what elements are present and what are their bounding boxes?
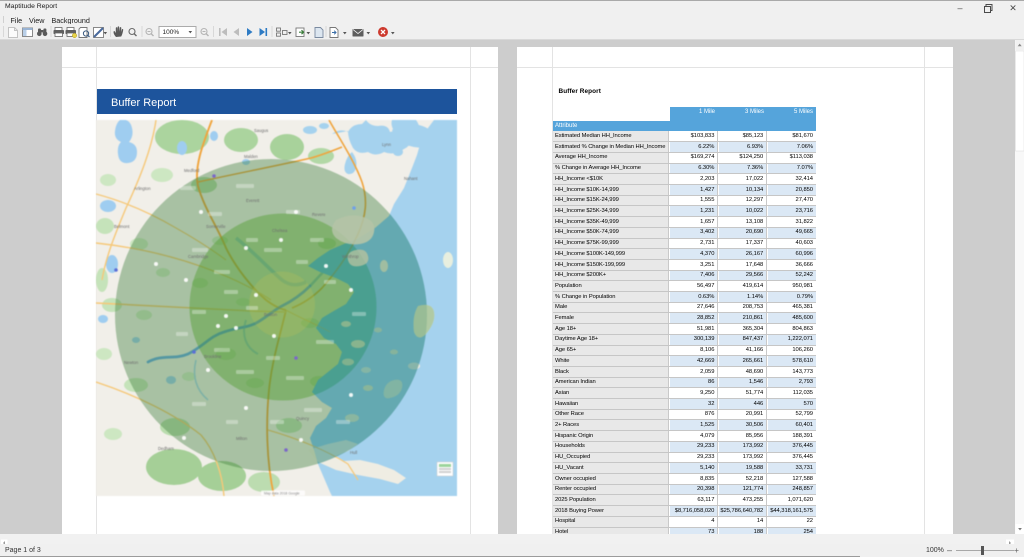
svg-text:Malden: Malden: [244, 154, 258, 159]
svg-text:Milton: Milton: [236, 436, 248, 441]
svg-text:Quincy: Quincy: [296, 416, 310, 421]
svg-text:Map data 2018 Google: Map data 2018 Google: [264, 491, 300, 495]
svg-text:Belmont: Belmont: [114, 224, 130, 229]
svg-text:Boston: Boston: [264, 312, 278, 317]
svg-text:Winthrop: Winthrop: [342, 254, 359, 259]
svg-text:Chelsea: Chelsea: [272, 228, 288, 233]
svg-text:Dedham: Dedham: [158, 446, 174, 451]
svg-text:Hull: Hull: [350, 450, 357, 455]
svg-text:Arlington: Arlington: [134, 186, 151, 191]
svg-text:Everett: Everett: [246, 198, 260, 203]
svg-text:Somerville: Somerville: [206, 224, 226, 229]
svg-text:Cambridge: Cambridge: [188, 254, 209, 259]
svg-text:Newton: Newton: [124, 360, 139, 365]
svg-text:Lynn: Lynn: [382, 142, 392, 147]
svg-text:Revere: Revere: [312, 212, 326, 217]
svg-text:Saugus: Saugus: [254, 128, 268, 133]
svg-text:Nahant: Nahant: [404, 176, 418, 181]
svg-text:100%: 100%: [163, 29, 180, 36]
svg-text:Brookline: Brookline: [204, 354, 222, 359]
svg-text:Medford: Medford: [184, 168, 200, 173]
